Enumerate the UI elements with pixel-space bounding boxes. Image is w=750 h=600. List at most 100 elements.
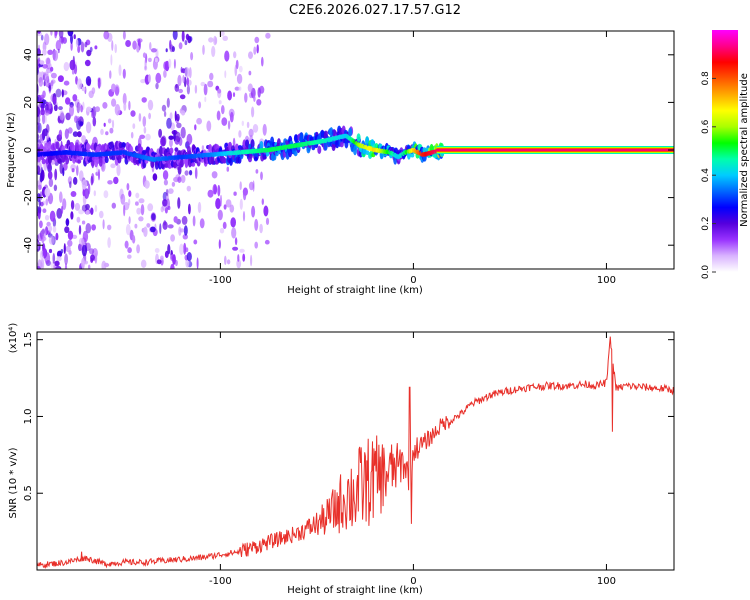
spectrogram-noise-cell [217, 88, 222, 94]
spectrogram-noise-cell [105, 131, 109, 136]
spectrogram-noise-cell [40, 167, 44, 176]
spectrogram-noise-cell [84, 188, 90, 200]
spectrogram-noise-cell [120, 193, 126, 205]
spectrogram-noise-cell [252, 123, 259, 133]
spectrogram-ridge-cell [293, 150, 298, 157]
spectrogram-noise-cell [166, 198, 171, 210]
spectrogram-noise-cell [97, 77, 101, 89]
spectrogram-noise-cell [132, 123, 136, 129]
spectrogram-noise-cell [224, 255, 227, 265]
spectrogram-noise-cell [65, 97, 71, 105]
spectrogram-noise-cell [86, 106, 92, 113]
spectrogram-noise-cell [111, 202, 117, 209]
spectrogram-noise-cell [42, 90, 46, 99]
spectrogram-noise-cell [155, 72, 162, 84]
spectrogram-noise-cell [146, 223, 151, 228]
spectrogram-noise-cell [109, 70, 112, 79]
spectrogram-noise-cell [70, 34, 73, 44]
spectrogram-noise-cell [63, 243, 66, 255]
spectrogram-noise-cell [127, 254, 132, 259]
spectrogram-noise-cell [125, 40, 131, 47]
spectrogram-noise-cell [238, 86, 242, 91]
spectrogram-noise-cell [254, 36, 260, 44]
spectrogram-noise-cell [103, 31, 110, 40]
spectrogram-noise-cell [194, 84, 198, 94]
spectrogram-noise-cell [254, 241, 258, 249]
spectrogram-noise-cell [188, 203, 191, 215]
spectrogram-noise-cell [242, 253, 246, 262]
spectrogram-ridge-cell [44, 142, 49, 152]
spectrogram-noise-cell [57, 75, 64, 83]
spectrogram-noise-cell [248, 181, 255, 191]
spectrogram-y-tick-label: -40 [23, 237, 34, 253]
spectrogram-noise-cell [110, 54, 113, 66]
spectrogram-noise-cell [177, 176, 182, 183]
spectrogram-noise-cell [76, 165, 79, 176]
spectrogram-noise-cell [186, 185, 191, 192]
spectrogram-noise-cell [156, 259, 162, 265]
spectrogram-noise-cell [38, 138, 44, 144]
spectrogram-noise-cell [155, 82, 159, 90]
spectrogram-noise-cell [81, 220, 86, 225]
spectrogram-noise-cell [211, 45, 216, 58]
spectrogram-noise-cell [111, 119, 115, 129]
spectrogram-noise-cell [168, 135, 174, 140]
spectrogram-noise-cell [38, 241, 41, 251]
spectrogram-noise-cell [107, 224, 112, 231]
spectrogram-noise-cell [70, 164, 77, 171]
spectrogram-noise-cell [260, 171, 263, 181]
spectrogram-noise-cell [136, 45, 140, 53]
spectrogram-noise-cell [52, 50, 59, 62]
spectrogram-noise-cell [227, 90, 233, 101]
spectrogram-noise-cell [50, 72, 57, 79]
spectrogram-noise-cell [257, 87, 261, 98]
spectrogram-ridge-cell [37, 156, 41, 163]
spectrogram-noise-cell [56, 256, 62, 262]
spectrogram-noise-cell [142, 52, 147, 58]
spectrogram-noise-cell [54, 31, 57, 39]
spectrogram-noise-cell [80, 41, 85, 53]
spectrogram-noise-cell [135, 192, 140, 199]
spectrogram-noise-cell [43, 81, 46, 87]
spectrogram-noise-cell [150, 48, 157, 53]
spectrogram-noise-cell [71, 168, 75, 173]
spectrogram-noise-cell [37, 96, 40, 103]
spectrogram-noise-cell [75, 116, 81, 121]
spectrogram-noise-cell [179, 228, 185, 233]
spectrogram-noise-cell [89, 248, 95, 255]
spectrogram-ridge-cell [250, 139, 255, 149]
spectrogram-noise-cell [103, 122, 106, 127]
spectrogram-noise-cell [64, 226, 70, 234]
spectrogram-noise-cell [199, 218, 205, 229]
spectrogram-noise-cell [52, 253, 56, 264]
spectrogram-noise-cell [204, 96, 207, 103]
spectrogram-noise-cell [233, 51, 237, 59]
spectrogram-noise-cell [232, 92, 236, 97]
spectrogram-noise-cell [141, 97, 147, 103]
spectrogram-noise-cell [233, 191, 237, 196]
spectrogram-noise-cell [216, 110, 221, 121]
spectrogram-noise-cell [53, 104, 58, 112]
spectrogram-noise-cell [217, 209, 223, 221]
spectrogram-noise-cell [140, 204, 145, 216]
spectrogram-x-tick-label: -100 [209, 275, 232, 286]
spectrogram-x-tick-label: 0 [410, 275, 416, 286]
spectrogram-noise-cell [147, 74, 151, 83]
spectrogram-noise-cell [247, 83, 253, 93]
spectrogram-noise-cell [166, 117, 172, 129]
spectrogram-noise-cell [57, 48, 60, 54]
spectrogram-noise-cell [135, 201, 139, 206]
spectrogram-noise-cell [47, 170, 53, 180]
spectrogram-noise-cell [163, 179, 168, 186]
spectrogram-noise-cell [127, 247, 132, 254]
spectrogram-noise-cell [111, 98, 117, 107]
spectrogram-noise-cell [47, 49, 54, 55]
spectrogram-noise-cell [217, 184, 221, 197]
snr-y-tick-label: 1.0 [23, 408, 34, 424]
spectrogram-noise-cell [67, 239, 73, 247]
spectrogram-noise-cell [259, 223, 263, 234]
spectrogram-noise-cell [70, 211, 74, 220]
spectrogram-tone-band [436, 149, 674, 151]
spectrogram-ridge-cell [410, 153, 415, 158]
spectrogram-noise-cell [77, 131, 82, 138]
